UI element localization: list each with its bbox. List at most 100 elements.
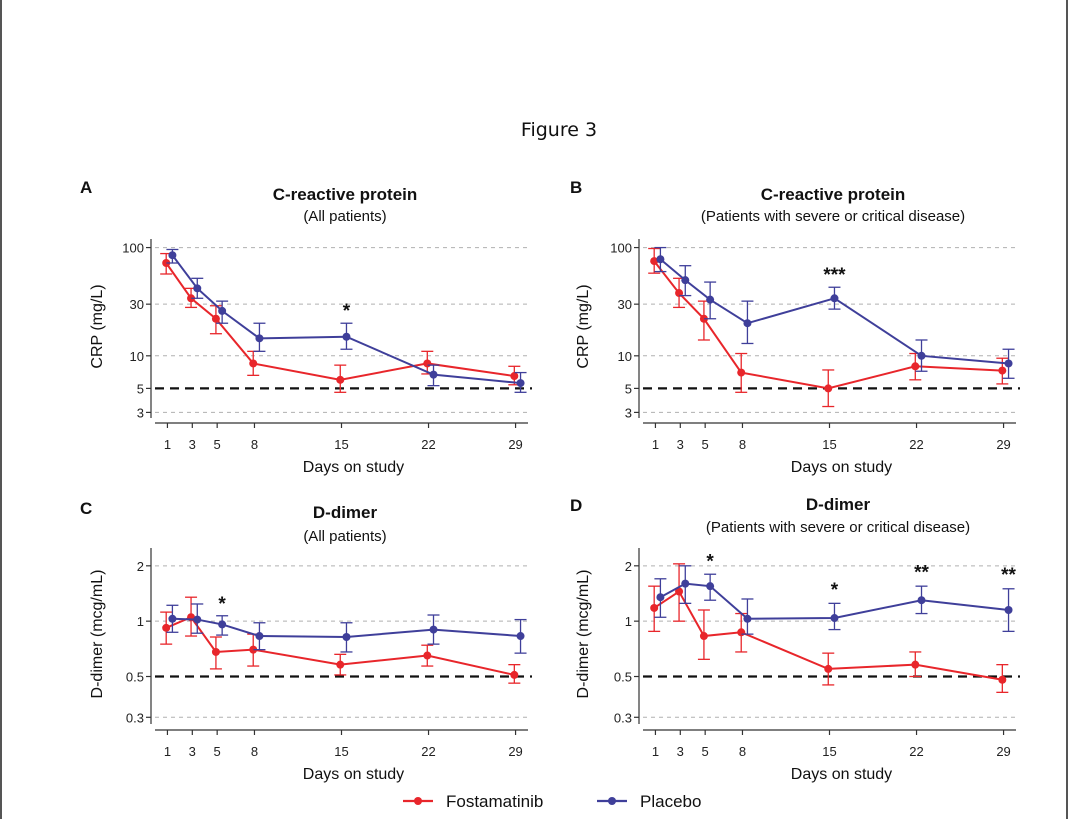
significance-marker: * <box>343 301 351 322</box>
y-axis-label: D-dimer (mcg/mL) <box>575 570 592 699</box>
y-tick-label: 10 <box>618 349 632 364</box>
panel-subtitle: (Patients with severe or critical diseas… <box>701 208 965 225</box>
y-tick-label: 2 <box>625 559 632 574</box>
x-tick-label: 3 <box>189 437 196 452</box>
x-tick-label: 5 <box>702 437 709 452</box>
x-tick-label: 3 <box>189 744 196 759</box>
panel-letter: A <box>80 178 92 197</box>
data-point <box>911 660 920 669</box>
data-point <box>193 284 202 293</box>
series-placebo <box>654 565 1015 635</box>
legend-label: Fostamatinib <box>446 792 543 811</box>
y-tick-label: 10 <box>130 349 144 364</box>
y-tick-label: 0.3 <box>614 710 632 725</box>
legend-marker <box>608 797 616 805</box>
legend-marker <box>414 797 422 805</box>
panel-subtitle: (All patients) <box>303 528 386 545</box>
data-point <box>510 670 519 679</box>
data-point <box>255 632 264 641</box>
data-point <box>249 359 258 368</box>
data-point <box>429 625 438 634</box>
data-point <box>656 593 665 602</box>
data-point <box>706 295 715 304</box>
data-point <box>681 276 690 285</box>
y-tick-label: 100 <box>122 241 144 256</box>
data-point <box>218 306 227 315</box>
x-axis-label: Days on study <box>303 766 404 783</box>
data-point <box>168 251 177 260</box>
x-tick-label: 15 <box>822 744 836 759</box>
panels: A C-reactive protein (All patients) 3 5 10 30 1… <box>80 178 1020 783</box>
x-tick-label: 8 <box>739 744 746 759</box>
data-point <box>917 351 926 360</box>
x-axis-label: Days on study <box>791 459 892 476</box>
data-point <box>699 632 708 641</box>
data-point <box>706 582 715 591</box>
x-axis-label: Days on study <box>303 459 404 476</box>
legend: Fostamatinib Placebo <box>403 792 701 811</box>
page-left-border <box>0 0 2 819</box>
panel-title: D-dimer <box>806 495 871 514</box>
data-point <box>255 334 264 343</box>
data-point <box>342 332 351 341</box>
panel-title: C-reactive protein <box>761 185 906 204</box>
data-point <box>743 319 752 328</box>
page-right-border <box>1066 0 1068 819</box>
x-tick-label: 8 <box>251 744 258 759</box>
x-tick-label: 8 <box>251 437 258 452</box>
x-tick-label: 3 <box>677 437 684 452</box>
x-tick-label: 5 <box>702 744 709 759</box>
data-point <box>211 647 220 656</box>
data-point <box>162 623 171 632</box>
panel-subtitle: (All patients) <box>303 208 386 225</box>
panel-b: B C-reactive protein (Patients with severe… <box>570 178 1020 476</box>
data-point <box>423 651 432 660</box>
significance-marker: * <box>218 594 226 615</box>
legend-item-placebo: Placebo <box>597 792 701 811</box>
y-tick-label: 0.5 <box>126 670 144 685</box>
data-point <box>429 370 438 379</box>
data-point <box>737 628 746 637</box>
significance-marker: * <box>706 551 714 572</box>
data-point <box>824 384 833 393</box>
significance-marker: * <box>831 580 839 601</box>
x-axis-label: Days on study <box>791 766 892 783</box>
x-tick-label: 5 <box>214 744 221 759</box>
data-point <box>681 579 690 588</box>
data-point <box>162 259 171 268</box>
series-placebo <box>654 246 1015 379</box>
data-point <box>737 368 746 377</box>
x-tick-label: 5 <box>214 437 221 452</box>
x-tick-label: 22 <box>909 744 923 759</box>
data-point <box>656 255 665 264</box>
panel-letter: C <box>80 499 92 518</box>
y-tick-label: 30 <box>130 297 144 312</box>
y-tick-label: 0.3 <box>126 710 144 725</box>
series-fostamatinib <box>648 247 1009 408</box>
x-tick-label: 22 <box>421 744 435 759</box>
significance-marker: ** <box>914 563 929 584</box>
data-point <box>249 645 258 654</box>
legend-item-fostamatinib: Fostamatinib <box>403 792 543 811</box>
data-point <box>423 359 432 368</box>
y-tick-label: 100 <box>610 241 632 256</box>
panel-a: A C-reactive protein (All patients) 3 5 10 30 1… <box>80 178 532 476</box>
data-point <box>830 614 839 623</box>
x-tick-label: 1 <box>652 437 659 452</box>
figure-title: Figure 3 <box>521 119 597 141</box>
data-point <box>168 614 177 623</box>
data-point <box>342 633 351 642</box>
y-tick-label: 1 <box>137 614 144 629</box>
series-fostamatinib <box>160 252 521 393</box>
legend-label: Placebo <box>640 792 701 811</box>
data-point <box>743 614 752 623</box>
x-tick-label: 22 <box>421 437 435 452</box>
x-tick-label: 29 <box>508 437 522 452</box>
data-point <box>218 620 227 629</box>
panel-subtitle: (Patients with severe or critical diseas… <box>706 519 970 536</box>
x-tick-label: 1 <box>164 437 171 452</box>
y-axis-label: CRP (mg/L) <box>89 284 106 368</box>
x-tick-label: 29 <box>996 437 1010 452</box>
significance-marker: *** <box>823 265 846 286</box>
y-tick-label: 3 <box>625 405 632 420</box>
